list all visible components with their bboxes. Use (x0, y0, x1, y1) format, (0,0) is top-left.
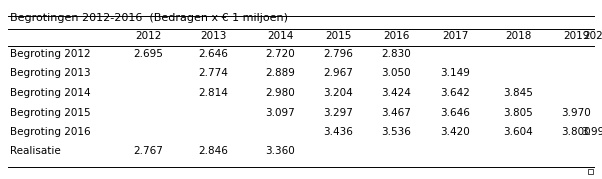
Text: 2.830: 2.830 (381, 49, 411, 59)
Text: 2.767: 2.767 (133, 146, 163, 156)
Text: 3.845: 3.845 (503, 88, 533, 98)
Text: 3.800: 3.800 (561, 127, 591, 137)
Text: 2.889: 2.889 (265, 69, 295, 79)
Text: 3.646: 3.646 (440, 108, 470, 117)
Text: 3.360: 3.360 (265, 146, 295, 156)
Text: 2014: 2014 (267, 31, 293, 41)
Text: 2018: 2018 (505, 31, 531, 41)
Text: 2.646: 2.646 (198, 49, 228, 59)
Text: 3.424: 3.424 (381, 88, 411, 98)
Text: 3.991: 3.991 (581, 127, 602, 137)
Text: 3.204: 3.204 (323, 88, 353, 98)
Text: 3.050: 3.050 (381, 69, 411, 79)
Text: 3.297: 3.297 (323, 108, 353, 117)
Text: 2017: 2017 (442, 31, 468, 41)
Bar (588, 169, 593, 174)
Text: 2.846: 2.846 (198, 146, 228, 156)
Text: 2.967: 2.967 (323, 69, 353, 79)
Text: Begroting 2014: Begroting 2014 (10, 88, 91, 98)
Text: 2013: 2013 (200, 31, 226, 41)
Text: 2.980: 2.980 (265, 88, 295, 98)
Text: 2015: 2015 (325, 31, 351, 41)
Text: Realisatie: Realisatie (10, 146, 61, 156)
Text: Begroting 2016: Begroting 2016 (10, 127, 91, 137)
Text: 2012: 2012 (135, 31, 161, 41)
Text: Begroting 2012: Begroting 2012 (10, 49, 91, 59)
Text: Begroting 2015: Begroting 2015 (10, 108, 91, 117)
Text: Begroting 2013: Begroting 2013 (10, 69, 91, 79)
Text: 2.814: 2.814 (198, 88, 228, 98)
Text: 3.536: 3.536 (381, 127, 411, 137)
Text: 3.604: 3.604 (503, 127, 533, 137)
Text: Begrotingen 2012-2016  (Bedragen x € 1 miljoen): Begrotingen 2012-2016 (Bedragen x € 1 mi… (10, 13, 288, 23)
Text: 2.695: 2.695 (133, 49, 163, 59)
Text: 3.149: 3.149 (440, 69, 470, 79)
Text: 3.467: 3.467 (381, 108, 411, 117)
Text: 3.805: 3.805 (503, 108, 533, 117)
Text: 3.097: 3.097 (265, 108, 295, 117)
Text: 2020: 2020 (583, 31, 602, 41)
Text: 2016: 2016 (383, 31, 409, 41)
Text: 2.796: 2.796 (323, 49, 353, 59)
Text: 2.774: 2.774 (198, 69, 228, 79)
Text: 2019: 2019 (563, 31, 589, 41)
Text: 3.970: 3.970 (561, 108, 591, 117)
Text: 3.436: 3.436 (323, 127, 353, 137)
Text: 3.642: 3.642 (440, 88, 470, 98)
Text: 3.420: 3.420 (440, 127, 470, 137)
Text: 2.720: 2.720 (265, 49, 295, 59)
